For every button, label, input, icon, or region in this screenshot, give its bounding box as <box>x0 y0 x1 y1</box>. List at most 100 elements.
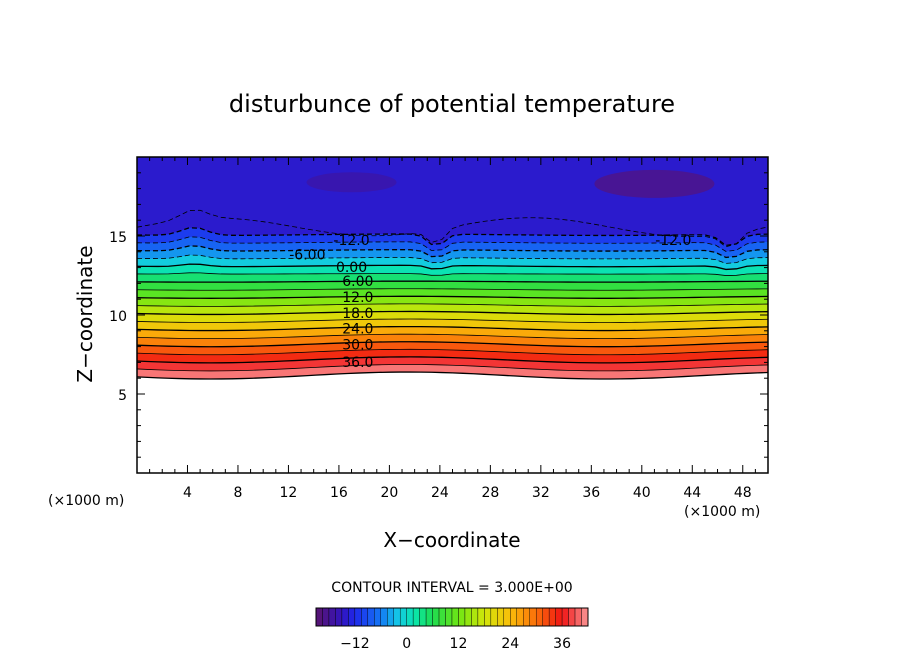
x-tick-label: 12 <box>280 485 298 501</box>
contour-label-2: -6.00 <box>289 247 325 263</box>
y-tick-label: 15 <box>109 230 127 246</box>
colorbar-cell <box>458 607 466 627</box>
contour-6 <box>137 280 768 283</box>
colorbar-cell <box>471 607 479 627</box>
contour-label-9: 36.0 <box>342 355 373 371</box>
contour-label-1: -12.0 <box>655 233 691 249</box>
contour-label-3: 0.00 <box>336 260 367 276</box>
contour-interval-label: CONTOUR INTERVAL = 3.000E+00 <box>331 580 572 596</box>
colorbar-cell <box>523 607 530 627</box>
y-tick-label: 10 <box>109 309 127 325</box>
x-tick-label: 16 <box>330 485 348 501</box>
colorbar-cell <box>354 607 362 627</box>
colorbar-cell <box>406 607 414 627</box>
contour-label-6: 18.0 <box>342 306 373 322</box>
band-21 <box>137 319 768 331</box>
band--9 <box>137 236 768 258</box>
band-9 <box>137 288 768 299</box>
contour-9 <box>137 288 768 291</box>
colorbar-cell <box>497 607 505 627</box>
colorbar-cell <box>374 607 381 627</box>
colorbar-cell <box>561 607 569 627</box>
contour-minus-15 <box>137 209 768 248</box>
x-unit-left: (×1000 m) <box>48 493 124 509</box>
contour-lines <box>137 209 768 380</box>
colorbar-tick-label: 12 <box>450 636 468 652</box>
contour-label-4: 6.00 <box>342 274 373 290</box>
colorbar-cell <box>367 607 375 627</box>
x-tick-label: 4 <box>183 485 192 501</box>
contour--12 <box>137 227 768 247</box>
contour-21 <box>137 318 768 323</box>
x-tick-label: 36 <box>582 485 600 501</box>
x-tick-label: 44 <box>683 485 701 501</box>
colorbar-cell <box>387 607 394 627</box>
contour--6 <box>137 245 768 259</box>
plot-area <box>137 157 768 380</box>
x-axis-ticks: 4 8 12 16 20 24 28 32 36 40 44 48 <box>149 157 756 501</box>
colorbar-cell <box>412 607 420 627</box>
colorbar <box>315 607 589 627</box>
contour-39 <box>137 364 768 372</box>
colorbar-cell <box>328 607 336 627</box>
x-axis-label: X−coordinate <box>383 528 520 552</box>
colorbar-cell <box>341 607 349 627</box>
colorbar-cell <box>574 607 582 627</box>
contour-12 <box>137 295 768 299</box>
band-18 <box>137 311 768 323</box>
colorbar-cell <box>510 607 517 627</box>
contour-label-0: -12.0 <box>333 233 369 249</box>
x-tick-label: 24 <box>431 485 449 501</box>
colorbar-cell <box>503 607 511 627</box>
x-tick-label: 32 <box>532 485 550 501</box>
contour-15 <box>137 303 768 307</box>
x-tick-label: 20 <box>380 485 398 501</box>
y-tick-label: 5 <box>118 388 127 404</box>
contour-30 <box>137 341 768 348</box>
colorbar-cell <box>484 607 492 627</box>
colorbar-cell <box>451 607 459 627</box>
colorbar-tick-label: 36 <box>553 636 571 652</box>
x-tick-label: 28 <box>481 485 499 501</box>
contour-label-5: 12.0 <box>342 290 373 306</box>
band-6 <box>137 281 768 291</box>
band-36 <box>137 356 768 371</box>
colorbar-cell <box>464 607 472 627</box>
colorbar-cell <box>477 607 485 627</box>
contour--3 <box>137 254 768 264</box>
colorbar-cell <box>393 607 401 627</box>
band-39 <box>137 364 768 379</box>
chart-title: disturbunce of potential temperature <box>229 90 675 118</box>
contour-3 <box>137 272 768 276</box>
band-3 <box>137 272 768 283</box>
colorbar-cell <box>419 607 427 627</box>
colorbar-cell <box>445 607 453 627</box>
contour-33 <box>137 348 768 356</box>
colorbar-cell <box>529 607 537 627</box>
colorbar-cell <box>399 607 407 627</box>
colorbar-ticks: −12 0 12 24 36 <box>340 636 571 652</box>
colorbar-cell <box>535 607 543 627</box>
colorbar-cell <box>548 607 556 627</box>
y-axis-ticks: 5 10 15 <box>109 172 768 458</box>
contour-36 <box>137 356 768 364</box>
contour-42 <box>137 371 768 380</box>
x-tick-label: 48 <box>734 485 752 501</box>
colorbar-tick-label: −12 <box>340 636 370 652</box>
contour-label-7: 24.0 <box>342 322 373 338</box>
colorbar-cell <box>581 607 589 627</box>
colorbar-frame <box>315 607 589 627</box>
band-patch-west <box>306 172 397 193</box>
colorbar-tick-label: 24 <box>501 636 519 652</box>
colorbar-cell <box>555 607 563 627</box>
band-patch-east <box>594 169 715 198</box>
colorbar-cell <box>438 607 446 627</box>
contour-label-8: 30.0 <box>342 337 373 353</box>
colorbar-cell <box>335 607 343 627</box>
colorbar-cell <box>425 607 433 627</box>
band--6 <box>137 245 768 264</box>
colorbar-cell <box>490 607 498 627</box>
y-axis-label: Z−coordinate <box>73 245 97 382</box>
